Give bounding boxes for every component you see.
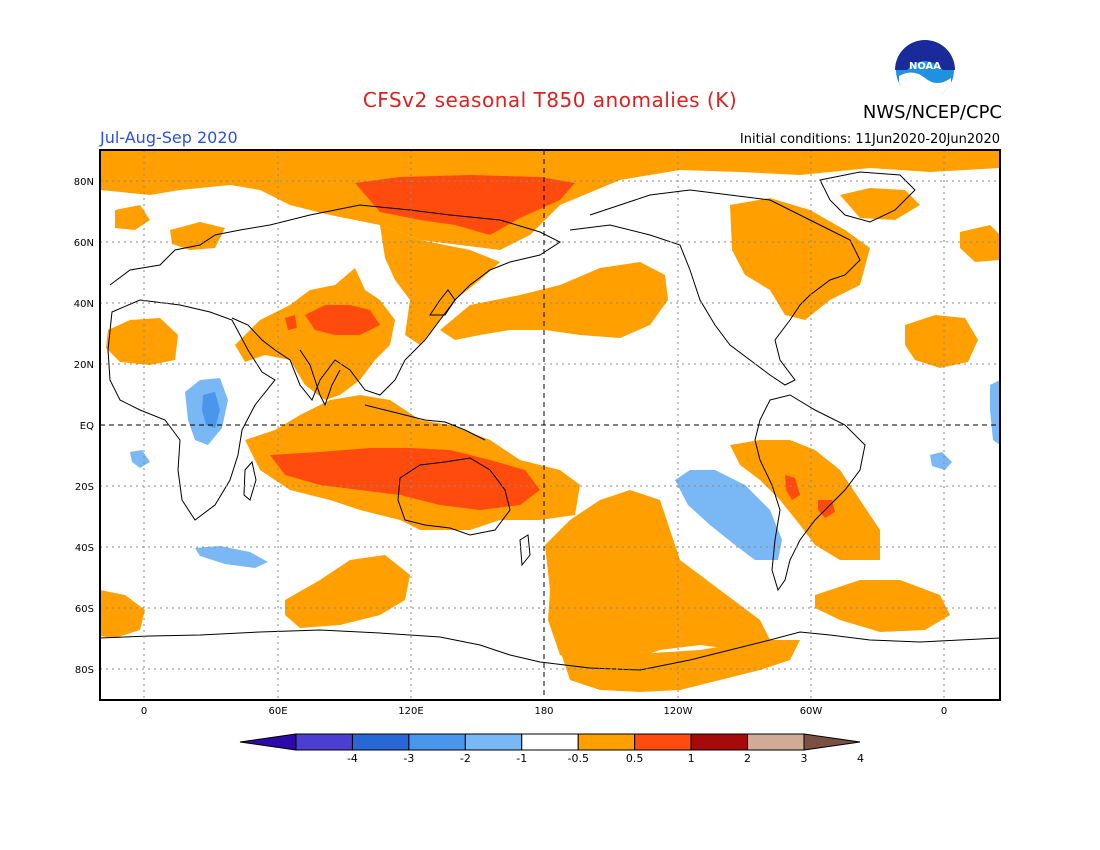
e-atlantic-cool-patch	[990, 380, 1000, 445]
iran-hot-patch	[285, 315, 297, 330]
equator-dateline	[100, 150, 1000, 700]
antarctica-coastline	[100, 629, 1000, 671]
legend-swatch	[408, 733, 466, 751]
nw-africa-warm-region	[106, 318, 178, 365]
indonesia-coastline	[364, 404, 486, 441]
india-coastline	[299, 349, 341, 407]
lat-label: EQ	[80, 421, 94, 432]
lon-label: 0	[141, 706, 147, 717]
graticule	[100, 150, 1000, 700]
australia-hot-core	[270, 448, 540, 510]
latitude-labels: 80N 60N 40N 20N EQ 20S 40S 60S 80S	[74, 177, 94, 676]
australia-coastline	[397, 457, 511, 536]
paraguay-hot-patch	[785, 475, 800, 500]
legend-swatch	[747, 733, 805, 751]
lon-label: 0	[941, 706, 947, 717]
sw-indian-ocean-cool-patch	[130, 450, 150, 468]
north-pacific-warm-tongue	[380, 225, 500, 345]
sw-atlantic-warm-region	[815, 580, 950, 632]
season-label: Jul-Aug-Sep 2020	[100, 128, 238, 147]
legend-swatch	[634, 733, 692, 751]
lat-label: 80S	[75, 665, 94, 676]
s-atlantic-cool-patch	[930, 452, 952, 470]
map-frame	[99, 149, 1001, 701]
legend-tick-label: -3	[403, 752, 414, 765]
antarctic-warm-band	[560, 640, 800, 692]
lon-label: 120W	[664, 706, 693, 717]
lon-label: 60W	[800, 706, 823, 717]
lat-label: 60S	[75, 604, 94, 615]
organization-label: NWS/NCEP/CPC	[862, 102, 1002, 123]
east-africa-cool-core	[202, 392, 220, 428]
coastlines	[100, 171, 1000, 671]
legend-tick-label: 1	[688, 752, 695, 765]
lat-label: 80N	[74, 177, 94, 188]
legend-swatch	[295, 733, 353, 751]
legend-tick-label: -4	[347, 752, 358, 765]
legend-tick-label: 3	[801, 752, 808, 765]
longitude-labels: 0 60E 120E 180 120W 60W 0	[141, 706, 947, 717]
legend-swatch	[577, 733, 636, 751]
lat-label: 40S	[75, 543, 94, 554]
legend-tick-label: 2	[744, 752, 751, 765]
anomaly-shading	[100, 150, 1000, 692]
south-america-coastline	[754, 394, 866, 592]
lon-label: 180	[534, 706, 553, 717]
legend-tick-label: -2	[460, 752, 471, 765]
lat-label: 40N	[74, 299, 94, 310]
greenland-coastline	[819, 171, 916, 223]
japan-coastline	[429, 289, 456, 316]
south-america-warm-region	[730, 440, 880, 560]
legend-tick-label: 4	[857, 752, 864, 765]
new-zealand-coastline	[519, 534, 531, 567]
africa-coastline	[107, 299, 276, 521]
se-pacific-cool-region	[675, 470, 782, 560]
legend-tick-label: 0.5	[626, 752, 644, 765]
s-indian-ocean-cool-patch	[195, 546, 268, 568]
ne-pacific-warm-region	[440, 262, 668, 340]
lon-label: 120E	[398, 706, 423, 717]
europe-warm-patch	[115, 205, 150, 230]
legend-tick-label: -0.5	[567, 752, 588, 765]
legend-extend-high	[803, 733, 861, 751]
legend-tick-label: -1	[516, 752, 527, 765]
scandinavia-warm-patch	[170, 222, 225, 250]
middle-east-warm-region	[235, 268, 395, 400]
color-legend: -4 -3 -2 -1 -0.5 0.5 1 2 3 4	[239, 733, 864, 765]
map-title: CFSv2 seasonal T850 anomalies (K)	[362, 88, 738, 112]
lat-label: 20S	[75, 482, 94, 493]
southern-indian-ocean-warm-region	[285, 555, 410, 628]
madagascar-coastline	[243, 460, 257, 501]
lat-label: 60N	[74, 238, 94, 249]
north-america-coastline	[569, 189, 861, 386]
noaa-logo: NOAA	[894, 39, 956, 101]
lon-label: 60E	[268, 706, 287, 717]
lat-label: 20N	[74, 360, 94, 371]
e-atlantic-warm-patch	[960, 225, 1000, 262]
legend-swatch	[351, 733, 410, 751]
noaa-logo-text: NOAA	[909, 61, 941, 72]
legend-extend-low	[239, 733, 297, 751]
s-atlantic-edge-warm-region	[100, 590, 145, 638]
south-pacific-warm-region	[545, 490, 770, 665]
greenland-warm-patch	[840, 188, 920, 220]
arctic-hot-core	[355, 175, 575, 235]
legend-swatch	[690, 733, 749, 751]
canada-warm-region	[730, 198, 870, 320]
legend-swatch	[464, 733, 523, 751]
eurasia-coastline	[109, 204, 562, 401]
tibet-hot-core	[305, 305, 380, 335]
initial-conditions-label: Initial conditions: 11Jun2020-20Jun2020	[739, 132, 1000, 147]
legend-swatch	[521, 733, 579, 751]
north-atlantic-warm-region	[905, 315, 978, 368]
